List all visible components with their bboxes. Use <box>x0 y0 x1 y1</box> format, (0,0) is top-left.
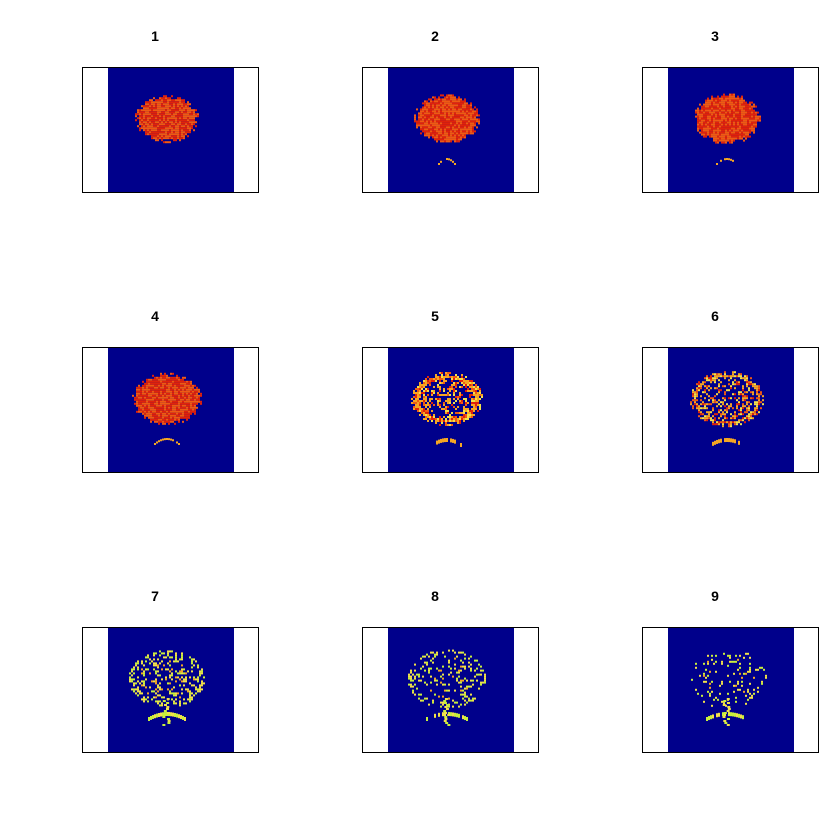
panel-title: 3 <box>711 28 719 44</box>
heatmap-image <box>668 628 794 752</box>
panel-7: 7 <box>15 560 295 840</box>
panel-1: 1 <box>15 0 295 280</box>
panel-title: 4 <box>151 308 159 324</box>
panel-frame <box>362 627 539 753</box>
heatmap-image <box>388 628 514 752</box>
panel-9: 9 <box>575 560 840 840</box>
panel-frame <box>642 347 819 473</box>
heatmap-image <box>668 68 794 192</box>
heatmap-image <box>108 628 234 752</box>
panel-5: 5 <box>295 280 575 560</box>
panel-frame <box>362 347 539 473</box>
heatmap-image <box>108 68 234 192</box>
panel-frame <box>642 627 819 753</box>
panel-frame <box>82 627 259 753</box>
panel-frame <box>82 347 259 473</box>
panel-title: 9 <box>711 588 719 604</box>
blob <box>695 93 761 165</box>
panel-3: 3 <box>575 0 840 280</box>
panel-title: 8 <box>431 588 439 604</box>
panel-8: 8 <box>295 560 575 840</box>
heatmap-image <box>668 348 794 472</box>
blob <box>408 649 486 726</box>
blob <box>691 652 767 726</box>
panel-2: 2 <box>295 0 575 280</box>
heatmap-image <box>388 68 514 192</box>
heatmap-image <box>388 348 514 472</box>
blob <box>414 94 480 165</box>
blob <box>129 650 205 726</box>
panel-title: 5 <box>431 308 439 324</box>
panel-title: 7 <box>151 588 159 604</box>
panel-frame <box>362 67 539 193</box>
panel-title: 6 <box>711 308 719 324</box>
panel-title: 2 <box>431 28 439 44</box>
blob <box>690 371 764 446</box>
blob <box>411 372 483 447</box>
panel-4: 4 <box>15 280 295 560</box>
panel-title: 1 <box>151 28 159 44</box>
heatmap-image <box>108 348 234 472</box>
panel-frame <box>82 67 259 193</box>
blob <box>132 372 202 445</box>
blob <box>135 95 199 144</box>
panel-6: 6 <box>575 280 840 560</box>
panel-frame <box>642 67 819 193</box>
